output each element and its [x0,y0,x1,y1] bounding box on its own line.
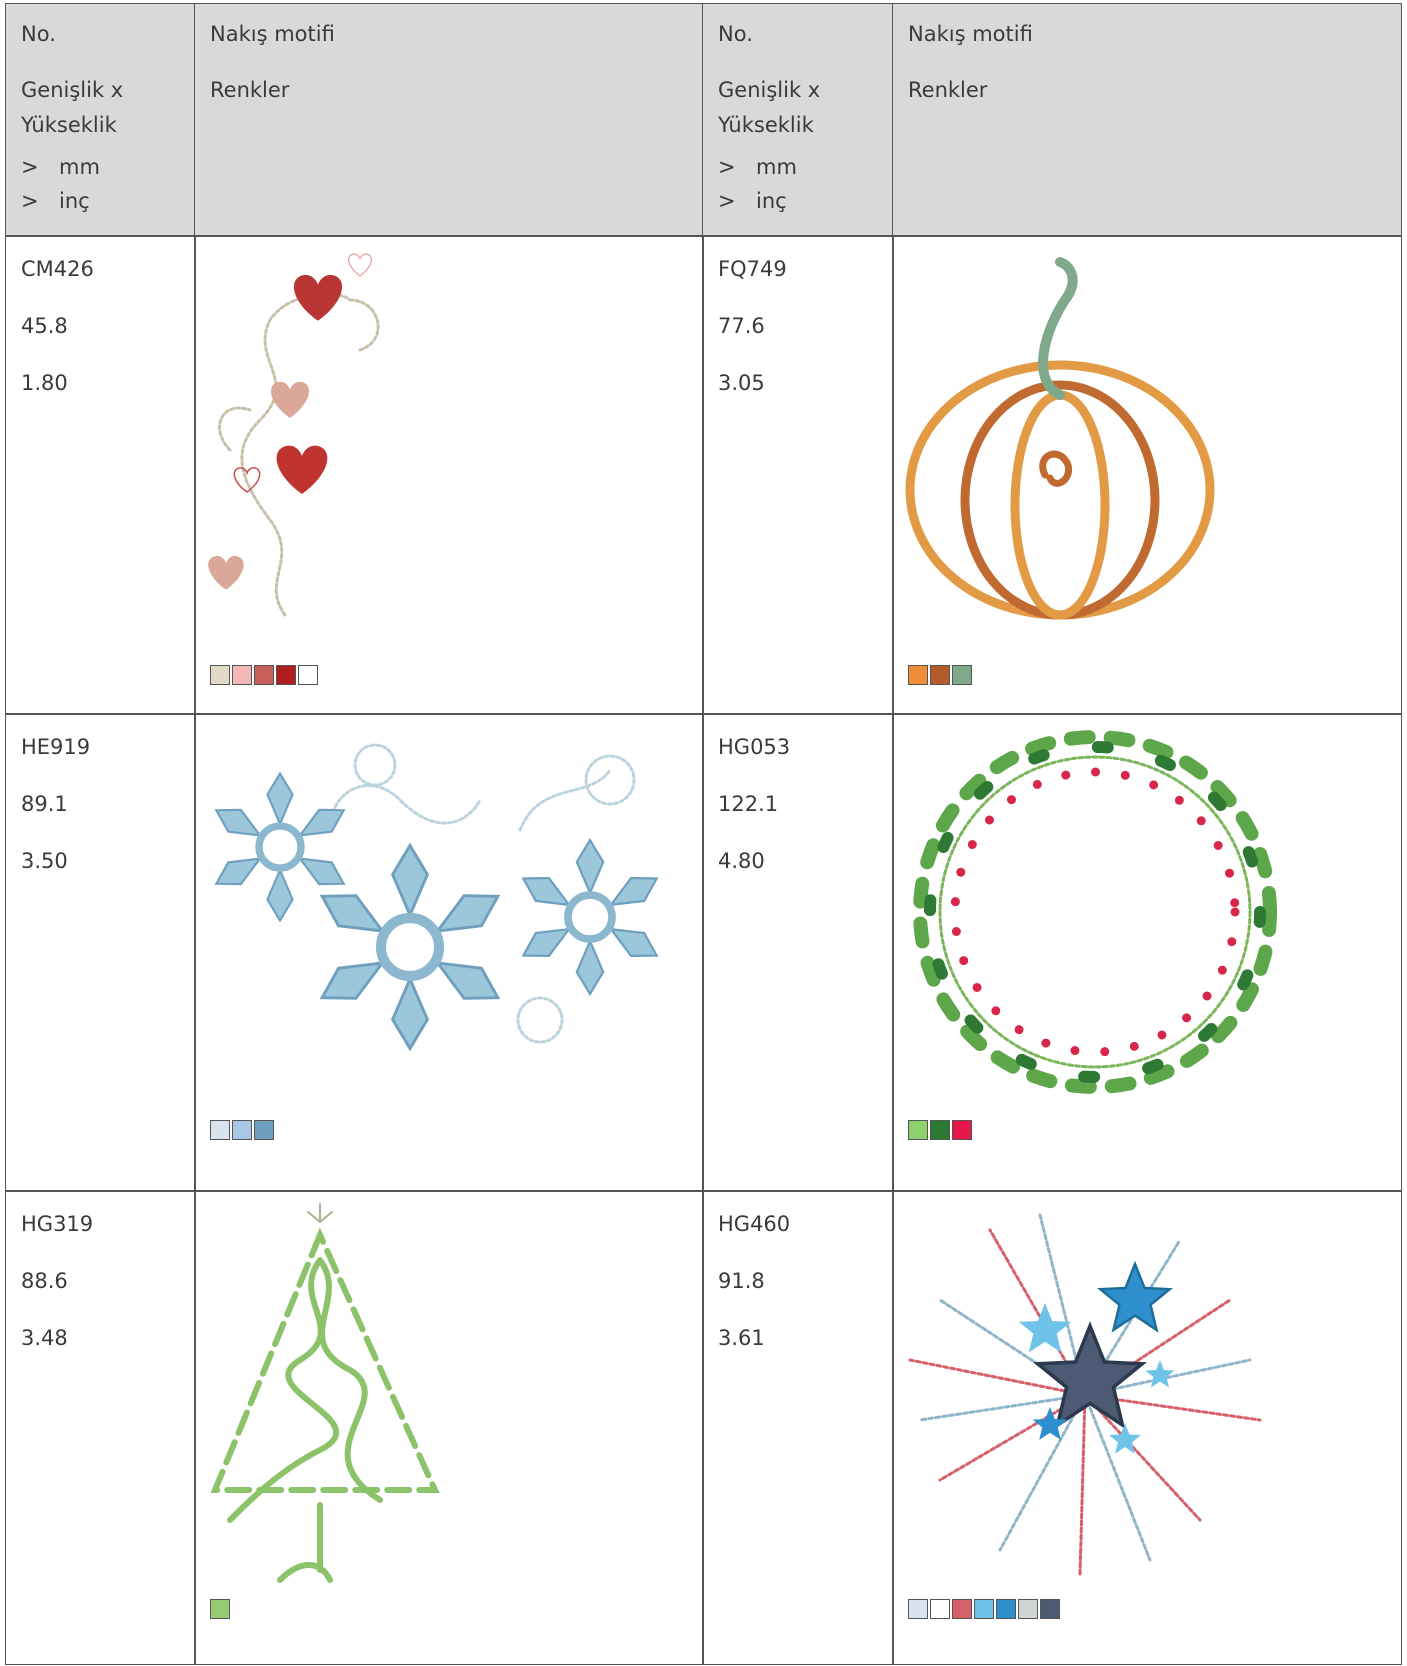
color-swatch [210,665,230,685]
entry-mm: 45.8 [21,314,68,338]
header-arrow: > [718,155,736,179]
color-swatch [930,1599,950,1619]
header-size: Yükseklik [718,113,814,137]
header-mm: mm [59,155,100,179]
entry-inch: 1.80 [21,371,68,395]
color-swatch [908,1599,928,1619]
color-swatch [232,665,252,685]
header-arrow: > [21,155,39,179]
entry-mm: 77.6 [718,314,765,338]
entry-mm: 89.1 [21,792,68,816]
color-swatch [298,665,318,685]
header-cell [5,3,196,237]
entry-inch: 3.61 [718,1326,765,1350]
table-cell [702,1190,894,1665]
table-cell [5,235,196,715]
header-arrow: > [21,189,39,213]
entry-no: CM426 [21,257,94,281]
color-swatch [254,665,274,685]
color-swatch [276,665,296,685]
entry-no: FQ749 [718,257,787,281]
table-cell [892,713,1402,1192]
hearts-motif [208,253,380,617]
color-swatch [908,665,928,685]
color-swatch [952,1120,972,1140]
entry-inch: 3.48 [21,1326,68,1350]
entry-mm: 122.1 [718,792,779,816]
tree-motif [210,1203,440,1583]
entry-mm: 88.6 [21,1269,68,1293]
color-swatch [952,665,972,685]
wreath-motif [913,730,1277,1094]
header-motif: Nakış motifi [210,22,335,46]
color-swatch [952,1599,972,1619]
entry-inch: 4.80 [718,849,765,873]
color-swatch [996,1599,1016,1619]
header-cell [194,3,704,237]
table-cell [194,713,704,1192]
header-colors: Renkler [210,78,290,102]
table-cell [5,1190,196,1665]
entry-mm: 91.8 [718,1269,765,1293]
header-arrow: > [718,189,736,213]
entry-no: HG460 [718,1212,791,1236]
header-no: No. [21,22,56,46]
table-cell [194,235,704,715]
stars-motif [908,1213,1262,1577]
color-swatch [930,1120,950,1140]
header-colors: Renkler [908,78,988,102]
color-swatch [1018,1599,1038,1619]
header-size: Yükseklik [21,113,117,137]
color-swatch [254,1120,274,1140]
table-cell [194,1190,704,1665]
color-swatch [908,1120,928,1140]
color-swatch [1040,1599,1060,1619]
entry-inch: 3.05 [718,371,765,395]
header-size: Genişlik x [718,78,821,102]
color-swatch [930,665,950,685]
color-swatch [232,1120,252,1140]
header-cell [892,3,1402,237]
table-cell [892,235,1402,715]
entry-inch: 3.50 [21,849,68,873]
header-inch: inç [59,189,90,213]
entry-no: HE919 [21,735,91,759]
header-inch: inç [756,189,787,213]
color-swatch [210,1599,230,1619]
header-no: No. [718,22,753,46]
snowflake-motif [210,743,663,1049]
color-swatch [974,1599,994,1619]
header-size: Genişlik x [21,78,124,102]
table-cell [5,713,196,1192]
pumpkin-motif [905,257,1215,620]
header-cell [702,3,894,237]
color-swatch [210,1120,230,1140]
entry-no: HG319 [21,1212,94,1236]
table-cell [702,713,894,1192]
header-motif: Nakış motifi [908,22,1033,46]
header-mm: mm [756,155,797,179]
entry-no: HG053 [718,735,791,759]
table-cell [892,1190,1402,1665]
table-cell [702,235,894,715]
